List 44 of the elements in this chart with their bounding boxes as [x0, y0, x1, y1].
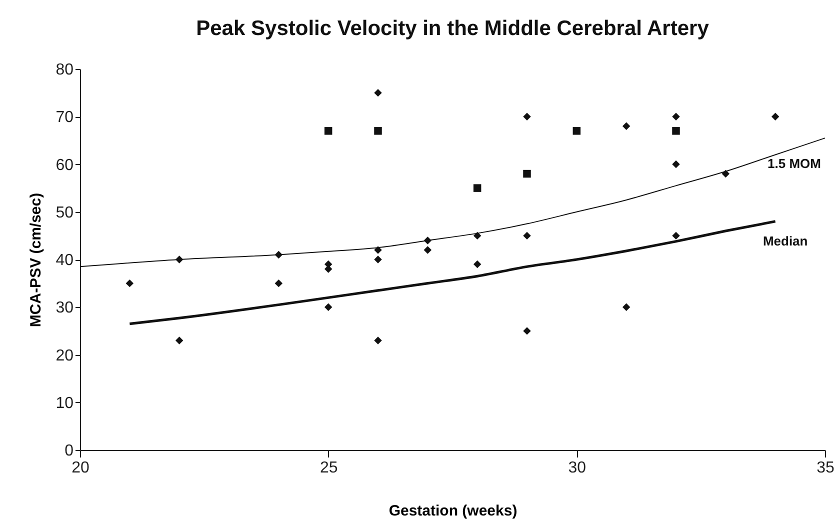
y-tick-label: 40	[56, 252, 74, 269]
point	[473, 232, 482, 240]
point	[374, 127, 382, 135]
line-series	[80, 138, 826, 268]
point	[473, 260, 482, 268]
point	[771, 112, 780, 120]
point	[374, 88, 382, 97]
point	[523, 327, 531, 335]
point	[374, 256, 382, 264]
point	[622, 303, 630, 311]
y-tick-label: 20	[56, 347, 74, 364]
y-tick-label: 10	[56, 394, 74, 412]
point	[126, 279, 134, 288]
point	[324, 127, 332, 135]
point	[622, 122, 630, 130]
point	[672, 160, 680, 168]
series-label: 1.5 MOM	[768, 156, 821, 172]
point	[324, 303, 332, 311]
y-tick-label: 60	[56, 156, 74, 174]
x-tick-label: 35	[816, 460, 834, 476]
x-tick-label: 30	[568, 460, 586, 476]
x-axis-title: Gestation (weeks)	[388, 502, 518, 520]
point	[424, 246, 432, 254]
y-tick-label: 80	[56, 62, 74, 78]
x-tick-label: 20	[72, 460, 90, 476]
point	[374, 336, 382, 344]
x-tick-label: 25	[320, 460, 338, 476]
y-tick-label: 70	[56, 109, 74, 126]
y-tick-label: 50	[56, 204, 74, 222]
point	[473, 184, 482, 192]
point	[175, 336, 184, 344]
point	[523, 232, 531, 240]
point	[672, 127, 680, 135]
point	[523, 170, 531, 178]
point	[672, 112, 680, 120]
chart-title: Peak Systolic Velocity in the Middle Cerebral Artery	[196, 17, 710, 40]
y-tick-label: 0	[64, 442, 74, 460]
point	[274, 279, 283, 288]
point	[572, 127, 581, 135]
point	[672, 232, 680, 240]
point	[523, 112, 531, 120]
y-axis-title: MCA-PSV (cm/sec)	[28, 192, 45, 328]
series-label: Median	[762, 233, 808, 248]
y-tick-label: 30	[56, 300, 74, 317]
